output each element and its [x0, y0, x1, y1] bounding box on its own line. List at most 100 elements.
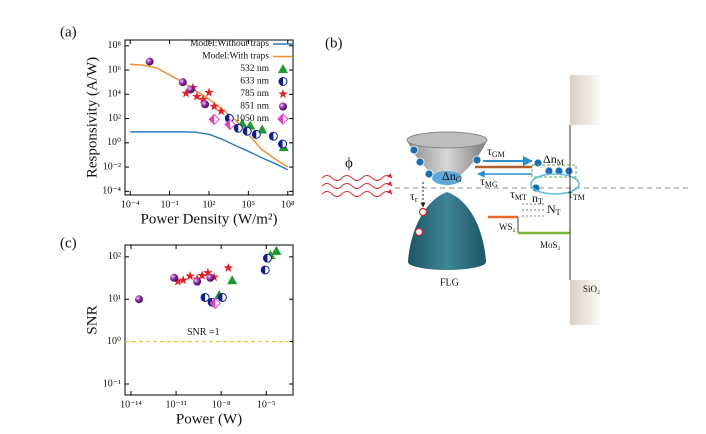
data-point: [178, 78, 187, 87]
data-point: [209, 297, 221, 310]
legend-label: Model:Without traps: [190, 39, 269, 49]
data-point: [181, 88, 191, 98]
electrons: [409, 145, 574, 193]
data-point: [204, 87, 214, 97]
x-axis-label: Power (W): [176, 411, 242, 427]
marker-shape: [225, 119, 231, 130]
marker-shape: [279, 102, 287, 111]
marker-shape: [185, 271, 195, 281]
y-tick-label: 10²: [108, 113, 121, 124]
electron: [554, 166, 564, 176]
electron: [409, 145, 419, 155]
data-point: [193, 277, 202, 286]
y-tick-label: 10⁰: [107, 336, 121, 347]
substrate-top: [570, 75, 600, 125]
holes: [414, 207, 428, 237]
data-point: [251, 129, 261, 139]
big-n-t-label: NT: [547, 202, 561, 217]
label-main: n: [532, 191, 538, 205]
x-tick-label: 10⁻⁵: [257, 399, 276, 410]
marker-shape: [204, 87, 214, 97]
data-point: [227, 275, 238, 285]
panel-label: (b): [325, 35, 343, 51]
label-main: τ: [487, 144, 492, 158]
legend-marker: [279, 102, 287, 111]
label-sub: r: [415, 195, 418, 204]
electron: [533, 158, 543, 168]
ws2-label: WS₂: [499, 222, 516, 232]
upper-cone: [407, 140, 487, 186]
substrate-bottom: [570, 280, 600, 325]
marker-shape: [173, 276, 183, 286]
marker-shape: [278, 114, 283, 124]
x-tick-label: 10⁻¹⁴: [120, 399, 142, 410]
legend-marker: [278, 64, 288, 73]
marker-shape: [278, 89, 288, 99]
legend-marker: [277, 113, 289, 125]
data-point: [242, 126, 252, 136]
marker-shape: [197, 270, 207, 280]
y-tick-label: 10²: [108, 251, 121, 262]
label-main: τ: [510, 187, 515, 201]
lower-cone: [408, 192, 486, 270]
x-tick-label: 10⁵: [242, 199, 256, 210]
cone-top: [406, 131, 488, 149]
dn-g-label: ΔnG: [442, 169, 462, 184]
tau-r-label: τr: [410, 189, 418, 204]
label-sub: M: [557, 158, 564, 167]
marker-shape: [227, 275, 238, 285]
mos2-label: MoS₂: [540, 240, 561, 250]
y-tick-label: 10⁴: [108, 89, 122, 100]
electron: [472, 155, 482, 165]
marker-shape: [203, 267, 213, 277]
phi-label: ϕ: [345, 155, 353, 171]
marker-shape: [269, 132, 274, 141]
label-sub: T: [556, 208, 561, 217]
data-point: [268, 131, 278, 141]
y-axis-label: SNR: [84, 305, 100, 334]
legend-label: 633 nm: [240, 77, 269, 87]
marker-shape: [134, 295, 143, 304]
marker-shape: [271, 245, 282, 255]
marker-shape: [278, 64, 288, 73]
marker-shape: [210, 298, 216, 309]
marker-shape: [209, 101, 219, 111]
marker-shape: [257, 124, 268, 134]
marker-shape: [234, 124, 239, 133]
model-line: [130, 131, 289, 171]
marker-shape: [170, 273, 179, 282]
label-main: N: [547, 202, 556, 216]
data-point: [278, 139, 288, 149]
data-point: [224, 118, 236, 131]
label-main: Δn: [442, 169, 456, 183]
flg-label: FLG: [440, 277, 459, 288]
data-point: [262, 253, 272, 263]
diagram: (b) ϕ ΔnG τGM τMG ΔnM τMT nT NT τTM τr W…: [321, 35, 690, 325]
data-point: [186, 85, 195, 94]
hole: [414, 227, 424, 237]
marker-shape: [223, 262, 234, 272]
marker-shape: [193, 277, 202, 286]
panel-label: (a): [60, 24, 77, 40]
reference-label: SNR =1: [187, 327, 220, 338]
legend-marker: [278, 89, 288, 99]
data-point: [257, 124, 268, 134]
data-point: [200, 292, 210, 302]
marker-shape: [145, 57, 154, 66]
legend-marker: [278, 77, 288, 86]
tau-mg-label: τMG: [480, 174, 498, 189]
x-tick-label: 10⁻⁴: [121, 199, 140, 210]
label-main: τ: [410, 189, 415, 203]
plot-frame: [124, 244, 294, 396]
data-point: [185, 271, 195, 281]
electron: [415, 157, 425, 167]
label-sub: MG: [485, 180, 498, 189]
marker-shape: [178, 78, 187, 87]
panel-label: (c): [60, 235, 77, 251]
light-wave: [321, 173, 393, 181]
data-point: [217, 292, 227, 302]
data-point: [223, 262, 234, 272]
n-t-label: nT: [532, 191, 543, 206]
light-wave: [321, 181, 393, 189]
marker-shape: [243, 127, 248, 136]
